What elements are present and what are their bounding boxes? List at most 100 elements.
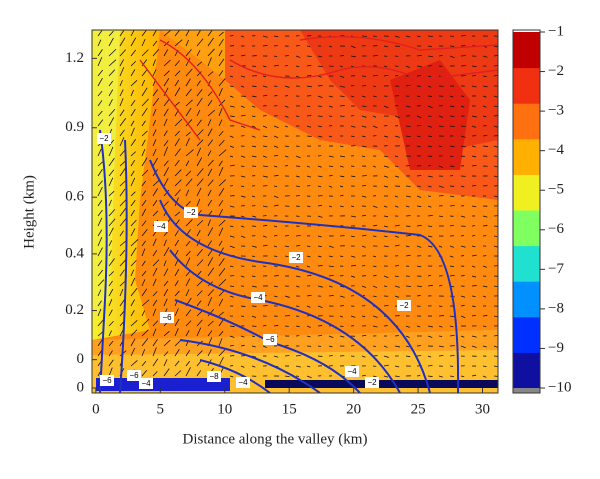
- wind-vector: [417, 206, 421, 207]
- wind-vector: [483, 125, 487, 126]
- contour-label: −2: [289, 252, 303, 263]
- wind-vector: [461, 275, 465, 276]
- wind-vector: [296, 195, 300, 196]
- wind-vector: [384, 286, 387, 287]
- contour-label-text: −4: [238, 378, 248, 387]
- y-tick-label: 0: [77, 351, 85, 367]
- colorbar-segment: [513, 210, 540, 246]
- wind-vector: [296, 245, 300, 246]
- contour-label-text: −2: [399, 301, 409, 310]
- contour-label: −6: [127, 370, 141, 381]
- wind-vector: [450, 175, 453, 176]
- contour-label: −2: [397, 300, 411, 311]
- wind-vector: [461, 45, 465, 46]
- wind-vector: [362, 85, 366, 86]
- contour-label-text: −2: [186, 208, 196, 217]
- colorbar-segment: [513, 246, 540, 282]
- wind-vector: [318, 106, 322, 107]
- contour-label: −4: [345, 366, 359, 377]
- y-tick-label: 1.2: [65, 50, 84, 66]
- colorbar-segment: [513, 32, 540, 68]
- wind-vector: [406, 186, 411, 187]
- x-tick-label: 20: [346, 401, 361, 417]
- contour-label: −6: [263, 334, 277, 345]
- wind-vector: [307, 115, 311, 116]
- colorbar-segment: [513, 103, 540, 139]
- wind-vector: [417, 96, 420, 97]
- contour-label-text: −4: [253, 293, 263, 302]
- contour-label-text: −4: [156, 222, 166, 231]
- wind-vector: [373, 236, 376, 237]
- contour-label: −4: [139, 378, 153, 389]
- wind-vector: [285, 235, 289, 236]
- wind-vector: [340, 275, 344, 276]
- wind-vector: [340, 55, 344, 56]
- colorbar-cap: [513, 388, 540, 393]
- y-tick-label: 0.4: [65, 245, 84, 261]
- wind-vector: [285, 315, 290, 316]
- contour-label-text: −6: [265, 335, 275, 344]
- y-tick-label: 0.9: [65, 119, 84, 135]
- colorbar-tick-label: −7: [548, 261, 564, 277]
- x-tick-label: 15: [282, 401, 297, 417]
- wind-vector: [296, 146, 300, 147]
- wind-vector: [483, 315, 487, 316]
- wind-vector: [274, 95, 277, 96]
- colorbar-tick-label: −2: [548, 63, 564, 79]
- x-tick-label: 5: [157, 401, 165, 417]
- field: [92, 28, 499, 393]
- colorbar-tick-label: −8: [548, 300, 564, 316]
- wind-vector: [230, 35, 233, 36]
- contour-label-text: −2: [99, 134, 109, 143]
- wind-vector: [362, 36, 367, 37]
- contour-label: −4: [236, 377, 250, 388]
- contour-label-text: −6: [162, 313, 172, 322]
- colorbar-segment: [513, 352, 540, 388]
- colorbar-segment: [513, 139, 540, 175]
- contour-label-text: −6: [129, 371, 139, 380]
- x-axis-label: Distance along the valley (km): [183, 431, 368, 447]
- wind-vector: [395, 75, 398, 76]
- wind-vector: [318, 346, 321, 347]
- colorbar-segment: [513, 281, 540, 317]
- wind-vector: [318, 265, 323, 266]
- wind-vector: [472, 296, 476, 297]
- wind-vector: [285, 55, 289, 56]
- contour-label: −4: [154, 221, 168, 232]
- contour-label: −6: [160, 312, 174, 323]
- colorbar-tick-label: −6: [548, 221, 564, 237]
- contour-label: −2: [184, 207, 198, 218]
- y-tick-label: 0.6: [65, 189, 84, 205]
- colorbar-tick-label: −10: [548, 379, 571, 395]
- colorbar-segment: [513, 174, 540, 210]
- colorbar-tick-label: −1: [548, 23, 564, 39]
- wind-vector: [307, 75, 311, 76]
- x-tick-label: 25: [411, 401, 426, 417]
- wind-vector: [395, 105, 398, 106]
- y-tick-label: 0.2: [65, 302, 84, 318]
- wind-vector: [461, 75, 466, 76]
- wind-vector: [307, 56, 312, 57]
- colorbar-tick-label: −9: [548, 340, 564, 356]
- contour-label-text: −2: [367, 378, 377, 387]
- contour-label-text: −4: [347, 367, 357, 376]
- wind-vector: [263, 266, 266, 267]
- wind-vector: [329, 355, 333, 356]
- wind-vector: [373, 36, 377, 37]
- wind-vector: [450, 205, 455, 206]
- wind-vector: [285, 345, 289, 346]
- wind-vector: [439, 195, 444, 196]
- contour-label: −6: [100, 375, 114, 386]
- colorbar-segment: [513, 317, 540, 353]
- contour-label: −8: [207, 371, 221, 382]
- wind-vector: [230, 116, 235, 117]
- wind-vector: [494, 236, 497, 237]
- wind-vector: [428, 365, 432, 366]
- y-axis-label: Height (km): [21, 175, 37, 249]
- wind-vector: [362, 175, 367, 176]
- x-tick-label: 10: [217, 401, 232, 417]
- wind-vector: [417, 295, 421, 296]
- wind-vector: [318, 116, 322, 117]
- colorbar-segment: [513, 68, 540, 104]
